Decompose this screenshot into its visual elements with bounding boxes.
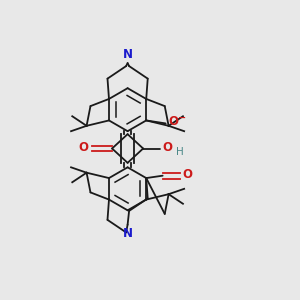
Text: O: O — [162, 141, 172, 154]
Text: O: O — [79, 141, 89, 154]
Text: O: O — [182, 168, 192, 181]
Text: −: − — [178, 113, 186, 123]
Text: O: O — [168, 116, 178, 128]
Text: N: N — [123, 227, 133, 240]
Text: H: H — [176, 147, 184, 157]
Text: N: N — [123, 48, 133, 61]
